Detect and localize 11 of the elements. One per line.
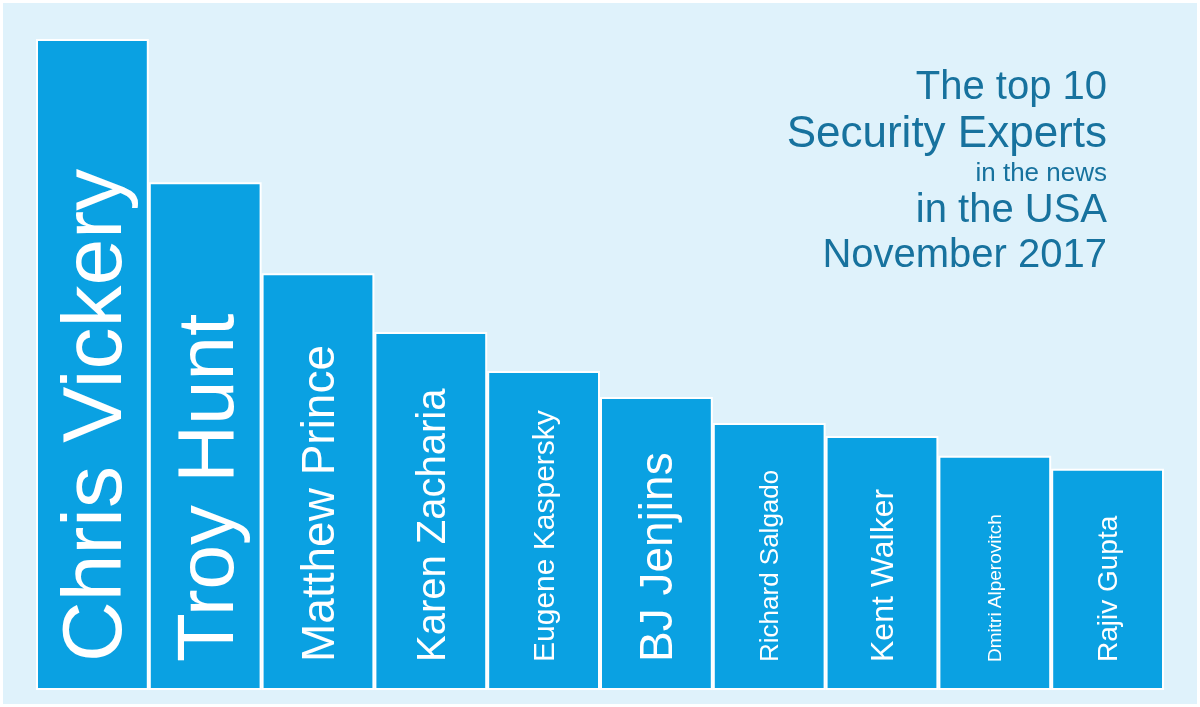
x-tick-label: Karen Zacharia — [408, 387, 453, 662]
x-tick-label: Kent Walker — [864, 488, 900, 662]
x-tick-label: Matthew Prince — [292, 344, 344, 662]
text: The top 10 Security Experts in the news in the USA November 2017 — [786, 63, 1108, 275]
x-tick-label: Richard Salgado — [754, 469, 785, 662]
x-tick-label: Chris Vickery — [45, 168, 140, 662]
x-tick-label: BJ Jenjins — [630, 452, 683, 662]
x-tick-label: Troy Hunt — [160, 313, 250, 662]
x-tick-label: Rajiv Gupta — [1092, 515, 1124, 662]
x-tick-label: Dmitri Alperovitch — [984, 514, 1006, 662]
x-tick-label: Eugene Kaspersky — [527, 410, 561, 662]
